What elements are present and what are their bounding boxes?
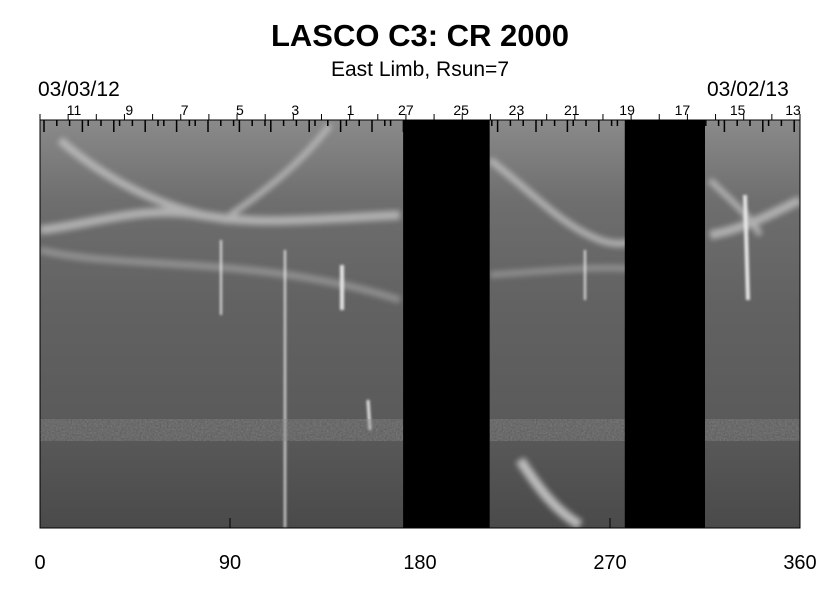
day-label: 5 bbox=[236, 102, 244, 118]
data-gap-1 bbox=[403, 120, 490, 528]
day-label: 25 bbox=[453, 102, 469, 118]
start-date-label: 03/03/12 bbox=[38, 78, 120, 101]
day-label: 19 bbox=[619, 102, 635, 118]
x-tick-label: 270 bbox=[593, 552, 626, 574]
day-label: 23 bbox=[509, 102, 525, 118]
day-label: 27 bbox=[398, 102, 414, 118]
day-label: 9 bbox=[125, 102, 133, 118]
chart-subtitle: East Limb, Rsun=7 bbox=[330, 58, 509, 81]
chart-title: LASCO C3: CR 2000 bbox=[270, 18, 570, 53]
day-label: 1 bbox=[347, 102, 355, 118]
day-ticks bbox=[43, 120, 795, 132]
day-label: 7 bbox=[181, 102, 189, 118]
day-label: 13 bbox=[785, 102, 801, 118]
bottom-axis: 0 90 180 270 360 bbox=[34, 518, 817, 574]
x-tick-label: 360 bbox=[783, 552, 816, 574]
day-label: 11 bbox=[67, 102, 82, 118]
x-tick-label: 0 bbox=[34, 552, 45, 574]
day-label: 15 bbox=[730, 102, 746, 118]
end-date-label: 03/02/13 bbox=[707, 78, 789, 101]
day-label: 3 bbox=[291, 102, 299, 118]
day-label: 17 bbox=[675, 102, 691, 118]
data-gap-2 bbox=[624, 120, 705, 528]
image-area bbox=[40, 120, 800, 528]
day-label: 21 bbox=[564, 102, 580, 118]
x-tick-label: 180 bbox=[403, 552, 436, 574]
x-tick-label: 90 bbox=[219, 552, 241, 574]
top-axis: 11 9 7 5 3 1 27 25 23 21 19 17 15 13 bbox=[39, 102, 801, 120]
data-gaps bbox=[403, 120, 705, 528]
